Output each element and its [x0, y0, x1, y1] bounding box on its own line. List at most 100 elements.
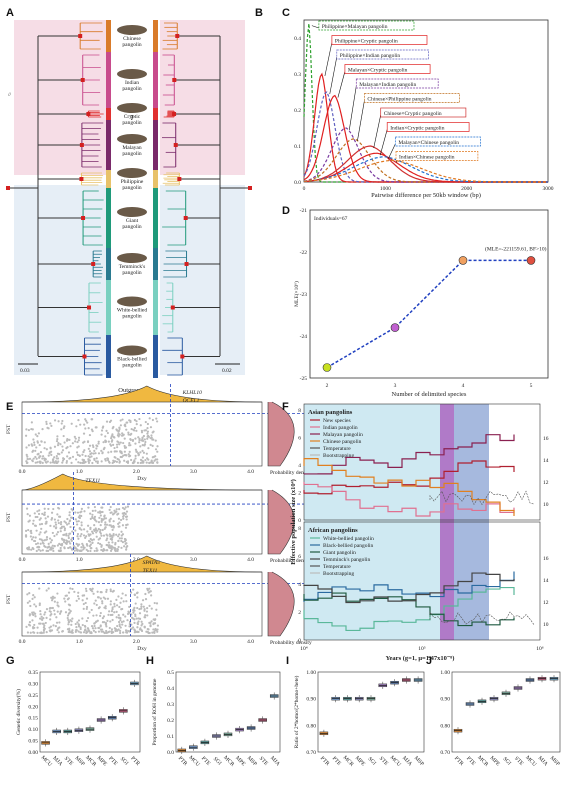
scatter-point: [55, 621, 59, 624]
scatter-point: [67, 546, 70, 550]
scatter-point: [79, 627, 82, 631]
scatter-point: [89, 587, 92, 591]
right-tick-label: 12: [543, 480, 549, 486]
scatter-point: [115, 598, 118, 602]
scatter-point: [71, 587, 74, 591]
series-label-box: [318, 20, 415, 31]
y-tick-label: 2: [298, 610, 301, 616]
scatter-point: [94, 460, 98, 463]
scatter-point: [43, 613, 46, 616]
scatter-point: [43, 513, 46, 516]
scatter-point: [33, 596, 36, 599]
scatter-point: [126, 505, 130, 508]
scatter-point: [116, 446, 119, 449]
scatter-point: [83, 423, 86, 426]
scatter-point: [34, 542, 38, 546]
species-bar-right: [153, 188, 158, 248]
species-column: ChinesepangolinIndianpangolinCrypticpang…: [106, 20, 158, 378]
scatter-point: [152, 622, 155, 625]
scatter-point: [130, 458, 133, 462]
scatter-point: [91, 627, 95, 630]
scatter-point: [134, 442, 137, 445]
scatter-point: [49, 447, 52, 450]
species-bar-right: [153, 52, 158, 108]
scatter-point: [36, 435, 39, 438]
scatter-point: [102, 596, 105, 599]
scatter-point: [44, 517, 47, 520]
scatter-point: [138, 437, 141, 440]
scatter-point: [59, 443, 62, 446]
scatter-point: [106, 459, 110, 462]
scatter-point: [50, 453, 53, 456]
plot-frame: [303, 521, 541, 641]
scatter-point: [45, 616, 48, 619]
y-tick-label: 6: [298, 554, 301, 560]
series-line: [303, 156, 548, 183]
scatter-point: [43, 507, 46, 510]
legend-label: Black-bellied pangolin: [323, 543, 373, 549]
scatter-point: [113, 436, 116, 439]
scatter-point: [131, 626, 135, 629]
x-axis-label: Number of delimited species: [392, 391, 467, 398]
scatter-point: [104, 526, 107, 529]
scatter-point: [88, 456, 91, 459]
scatter-point: [150, 620, 153, 623]
y-tick-label: 8: [298, 408, 301, 414]
scatter-point: [56, 628, 59, 632]
ne-trajectory: [303, 482, 515, 517]
x-tick-label: 10⁴: [300, 646, 308, 652]
scatter-point: [121, 524, 125, 527]
species-label: Philippine: [121, 179, 144, 185]
scatter-point: [150, 434, 153, 437]
category-label: MCU: [187, 755, 200, 768]
scatter-point: [78, 526, 81, 530]
category-label: STE: [378, 756, 390, 768]
scatter-point: [75, 425, 78, 428]
category-label: PTR: [129, 756, 141, 768]
scatter-point: [95, 547, 98, 550]
scatter-point: [99, 624, 102, 627]
scatter-point: [57, 441, 60, 445]
scatter-point: [91, 509, 94, 513]
scatter-point: [47, 545, 51, 548]
scatter-point: [25, 453, 28, 456]
scatter-point: [87, 533, 90, 536]
scatter-point: [32, 519, 35, 522]
group-title: African pangolins: [308, 527, 358, 534]
scatter-point: [49, 610, 52, 613]
annotation-arrow: [329, 56, 338, 95]
scatter-point: [77, 619, 81, 622]
node-marker: [170, 305, 175, 310]
scatter-point: [112, 460, 116, 464]
scatter-point: [70, 620, 73, 623]
scatter-point: [56, 601, 59, 604]
scatter-point: [151, 631, 154, 634]
right-tick-label: 10: [543, 502, 549, 508]
scatter-point: [73, 435, 76, 438]
scatter-point: [127, 433, 130, 436]
scatter-point: [63, 547, 66, 550]
scatter-point: [87, 506, 90, 509]
scatter-point: [152, 438, 155, 441]
scatter-point: [109, 537, 112, 541]
scatter-point: [68, 520, 71, 523]
mle-point: [390, 323, 400, 332]
scatter-point: [87, 460, 90, 463]
scatter-point: [37, 548, 40, 551]
scatter-point: [117, 441, 120, 444]
scatter-point: [109, 620, 112, 623]
panel-label-h: H: [146, 655, 154, 667]
scatter-point: [146, 587, 149, 590]
scatter-point: [71, 547, 74, 551]
scatter-point: [83, 461, 86, 464]
scatter-point: [100, 591, 103, 594]
right-tick-label: 14: [543, 578, 549, 584]
scatter-point: [125, 546, 128, 549]
scatter-point: [124, 594, 127, 597]
scatter-point: [57, 521, 60, 525]
scatter-point: [115, 616, 118, 619]
scatter-point: [85, 607, 88, 611]
scatter-point: [121, 533, 125, 536]
scatter-point: [152, 628, 155, 631]
scatter-point: [79, 511, 82, 514]
